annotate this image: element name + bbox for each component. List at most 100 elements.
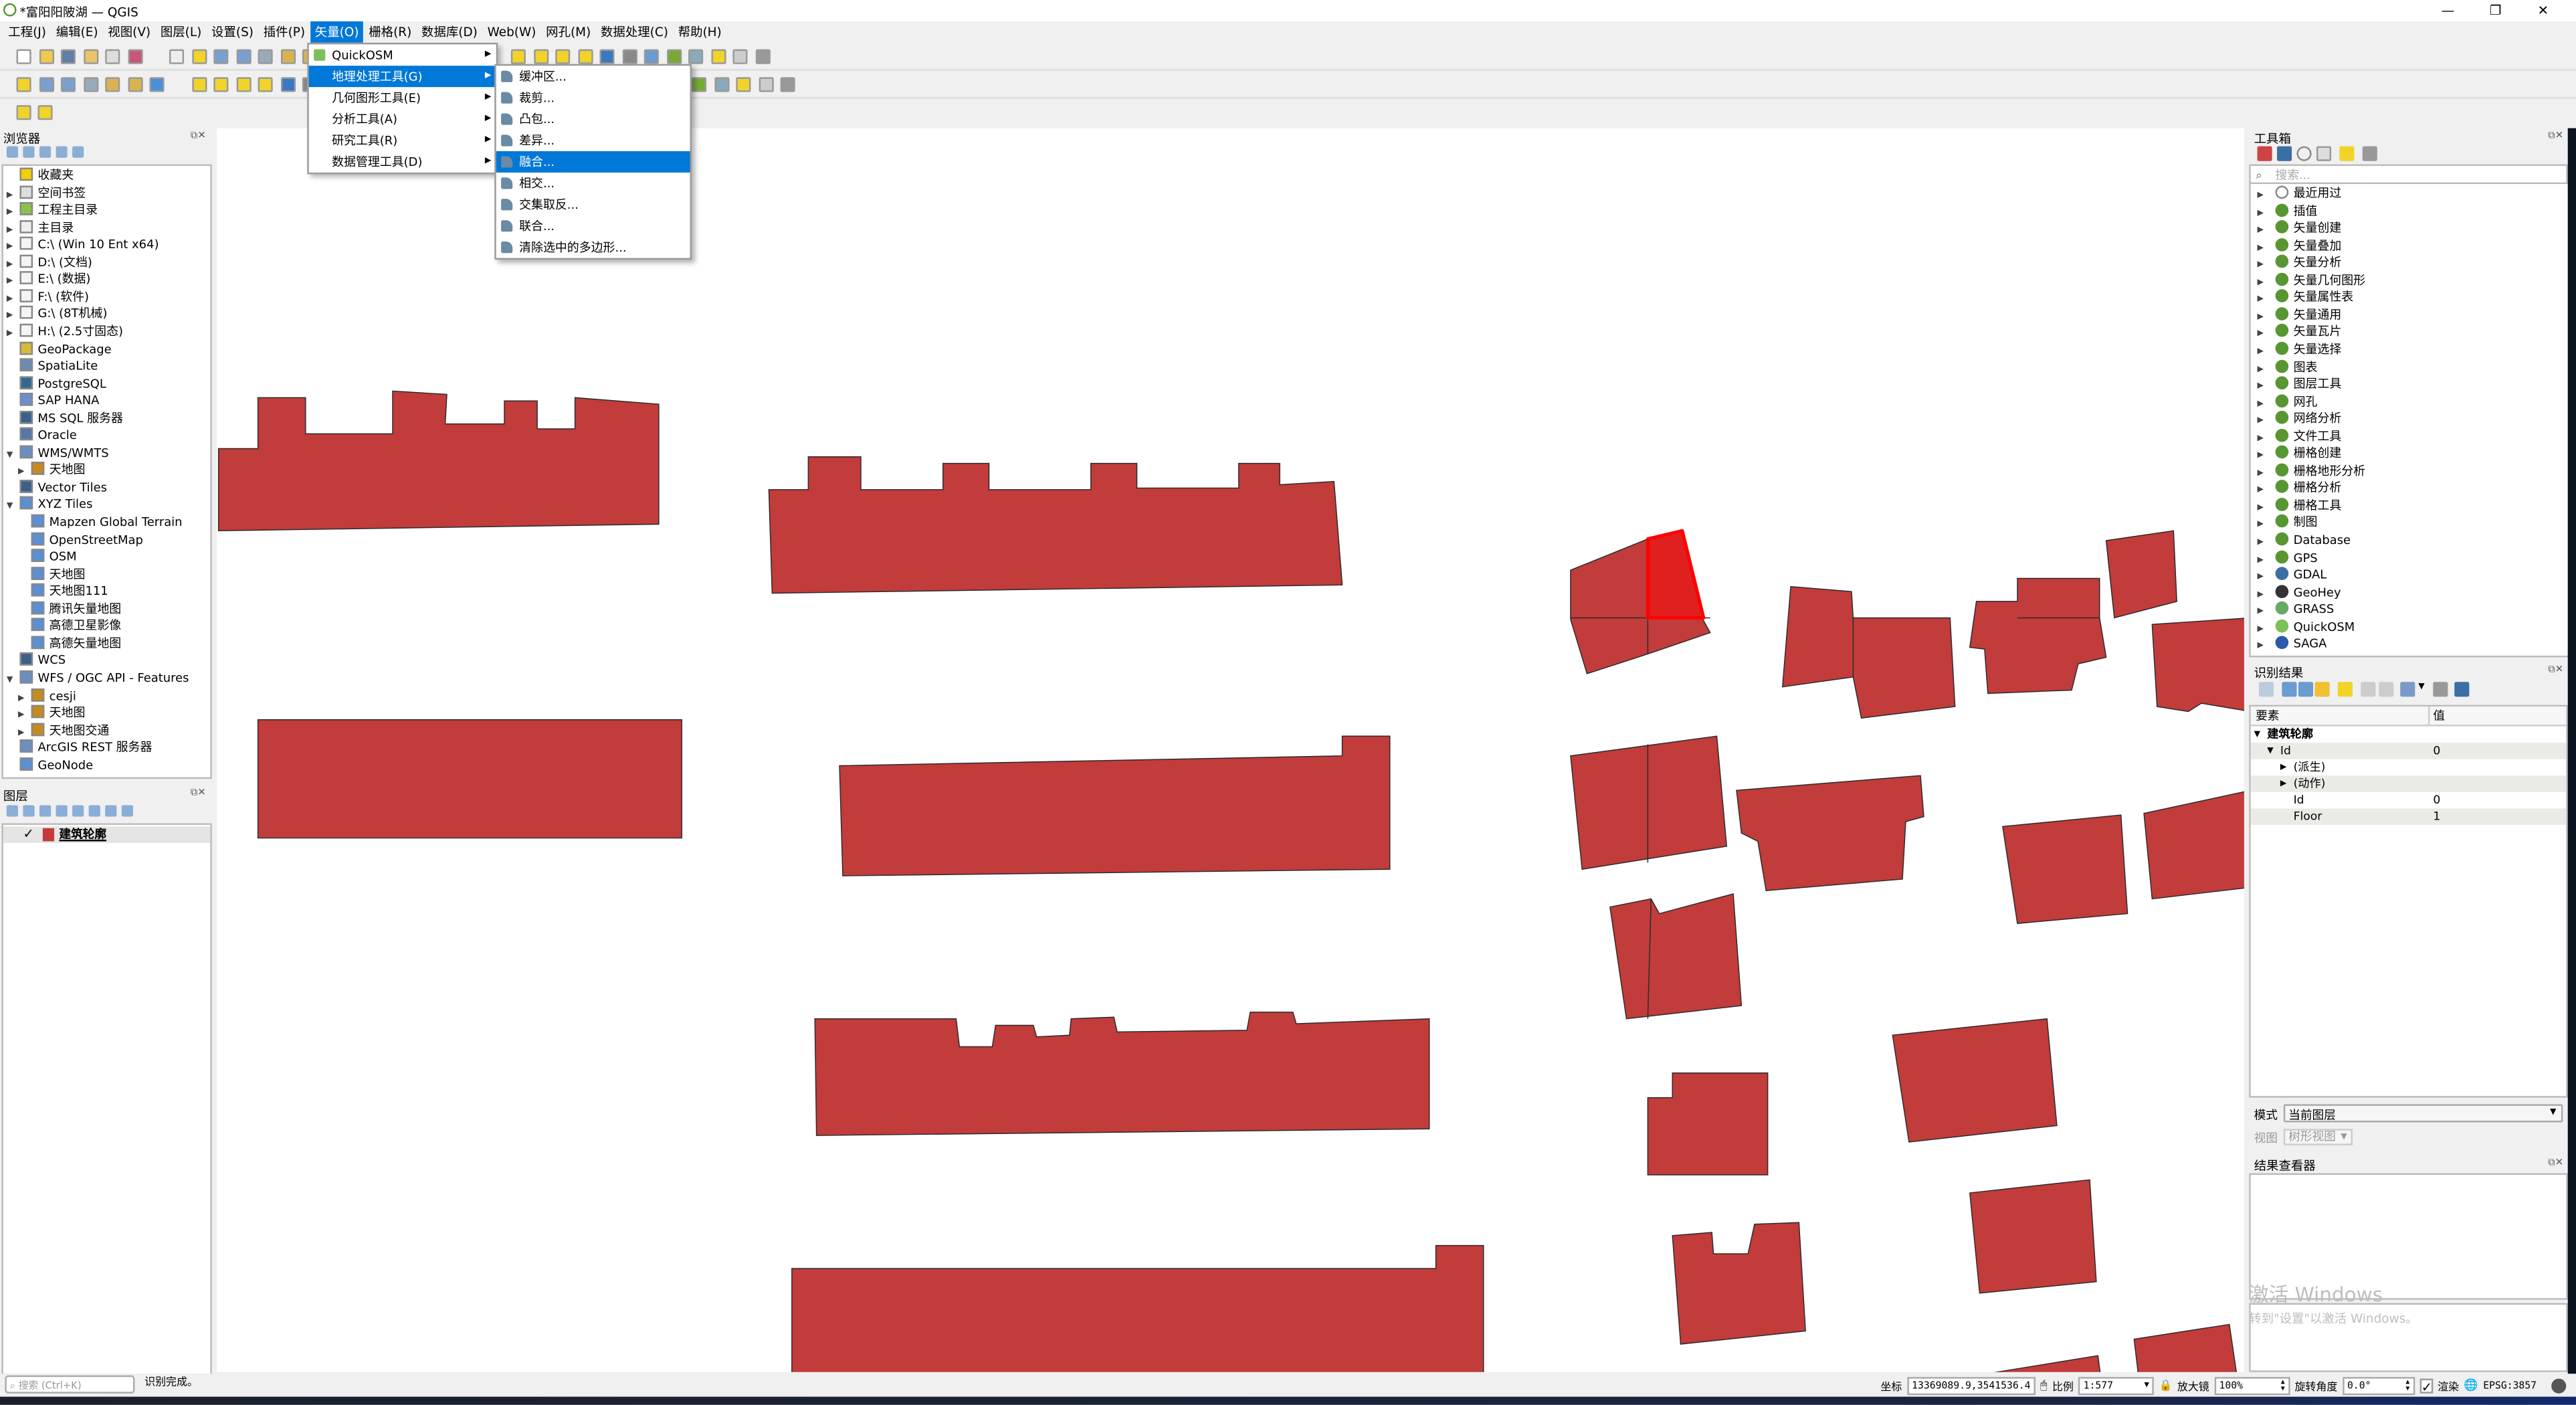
building-polygon[interactable] bbox=[791, 1244, 1484, 1381]
select-features-icon[interactable] bbox=[510, 49, 526, 64]
building-polygon[interactable] bbox=[1947, 1355, 2102, 1381]
building-polygon[interactable] bbox=[768, 456, 1343, 594]
building-polygon[interactable] bbox=[1969, 1179, 2097, 1294]
browser-item[interactable]: 高德卫星影像 bbox=[18, 618, 121, 636]
pan-icon[interactable] bbox=[169, 49, 185, 64]
messages-icon[interactable] bbox=[2551, 1378, 2567, 1393]
refresh-icon[interactable] bbox=[23, 146, 35, 158]
menu-1[interactable]: 编辑(E) bbox=[56, 24, 98, 39]
toolbox-item[interactable]: ▶ 网孔 bbox=[2258, 393, 2317, 411]
expander-right-icon[interactable]: ▶ bbox=[2257, 433, 2264, 444]
toolbox-item[interactable]: ▶ 矢量通用 bbox=[2257, 306, 2341, 324]
locator-search-input[interactable]: ⌕ 搜索 (Ctrl+K) bbox=[5, 1375, 135, 1394]
browser-item[interactable]: ▶ cesji bbox=[18, 687, 76, 705]
toggle-extents-icon[interactable]: 🖱 bbox=[2040, 1378, 2048, 1392]
save-as-icon[interactable] bbox=[83, 49, 98, 64]
models-icon[interactable] bbox=[2257, 146, 2272, 161]
menu-9[interactable]: Web(W) bbox=[487, 24, 536, 39]
expander-down-icon[interactable]: ▼ bbox=[6, 502, 13, 512]
expander-right-icon[interactable]: ▶ bbox=[2257, 606, 2264, 617]
add-polygon-icon[interactable] bbox=[280, 77, 295, 92]
annotation-icon[interactable] bbox=[732, 49, 748, 64]
attribute-table-icon[interactable] bbox=[621, 49, 637, 64]
history-icon[interactable] bbox=[2296, 146, 2312, 161]
toolbox-item[interactable]: ▶ QuickOSM bbox=[2258, 619, 2355, 636]
identify-row[interactable]: ▶ (派生) bbox=[2251, 759, 2567, 776]
menu-0[interactable]: 工程(J) bbox=[8, 24, 46, 39]
browser-item[interactable]: ▼ XYZ Tiles bbox=[6, 496, 92, 514]
toolbox-item[interactable]: ▶ 栅格创建 bbox=[2258, 446, 2341, 463]
book-icon[interactable] bbox=[780, 77, 795, 92]
expander-right-icon[interactable]: ▶ bbox=[2257, 641, 2264, 652]
expander-right-icon[interactable]: ▶ bbox=[2257, 207, 2264, 218]
toolbox-item[interactable]: ▶ 插值 bbox=[2257, 203, 2317, 220]
zoom-out-icon[interactable] bbox=[235, 49, 251, 64]
expander-right-icon[interactable]: ▶ bbox=[2257, 589, 2264, 599]
building-polygon[interactable] bbox=[839, 735, 1391, 876]
toolbox-item[interactable]: ▶ 矢量叠加 bbox=[2258, 238, 2341, 255]
expand-tree-icon[interactable] bbox=[2259, 682, 2274, 697]
toolbox-item[interactable]: ▶ 矢量几何图形 bbox=[2258, 272, 2365, 290]
building-polygon[interactable] bbox=[1969, 577, 2107, 694]
expander-right-icon[interactable]: ▶ bbox=[6, 311, 13, 321]
building-polygon[interactable] bbox=[1647, 1072, 1769, 1176]
current-edits-icon[interactable] bbox=[191, 77, 207, 92]
view-select[interactable]: 树形视图 ▼ bbox=[2283, 1129, 2353, 1145]
identify-settings-icon[interactable] bbox=[2433, 682, 2448, 697]
expander-right-icon[interactable]: ▶ bbox=[6, 329, 13, 339]
building-polygon[interactable] bbox=[814, 1012, 1430, 1136]
geoprocessing-menu-item[interactable]: 清除选中的多边形... bbox=[496, 237, 690, 258]
expander-right-icon[interactable]: ▶ bbox=[2257, 190, 2264, 201]
style-icon[interactable] bbox=[6, 805, 19, 817]
minimize-button[interactable]: — bbox=[2441, 3, 2455, 19]
vector-menu-item[interactable]: QuickOSM ▶ bbox=[309, 44, 496, 66]
browser-item[interactable]: ▶ 空间书签 bbox=[7, 185, 86, 202]
building-polygon[interactable] bbox=[217, 390, 660, 532]
building-polygon[interactable] bbox=[257, 719, 682, 839]
expander-right-icon[interactable]: ▶ bbox=[2257, 415, 2264, 426]
browser-item[interactable]: Vector Tiles bbox=[7, 479, 107, 497]
layer-visibility-checkbox[interactable]: ✓ bbox=[23, 826, 34, 842]
toolbox-item[interactable]: ▶ 制图 bbox=[2257, 514, 2317, 533]
add-selected-icon[interactable] bbox=[6, 146, 19, 158]
expander-right-icon[interactable]: ▶ bbox=[2257, 485, 2264, 496]
select-location-icon[interactable] bbox=[577, 49, 593, 64]
expander-right-icon[interactable]: ▶ bbox=[6, 189, 13, 200]
browser-item[interactable]: ▶ 天地图 bbox=[18, 705, 85, 723]
expander-right-icon[interactable]: ▶ bbox=[2257, 571, 2264, 582]
toggle-editing-icon[interactable] bbox=[213, 77, 229, 92]
settings-icon[interactable] bbox=[755, 49, 770, 64]
menu-4[interactable]: 设置(S) bbox=[211, 24, 254, 39]
toolbox-item[interactable]: ▶ GDAL bbox=[2257, 567, 2326, 585]
save-project-icon[interactable] bbox=[60, 49, 76, 64]
rotation-spinbox[interactable]: 0.0° ▲ ▼ bbox=[2342, 1376, 2415, 1394]
mode-select[interactable]: 当前图层 ▼ bbox=[2283, 1104, 2563, 1123]
print-layout-icon[interactable] bbox=[105, 49, 120, 64]
collapse-icon[interactable] bbox=[105, 805, 117, 817]
browser-dock-buttons[interactable]: ⧉✕ bbox=[190, 130, 206, 142]
result-viewer-dock-buttons[interactable]: ⧉✕ bbox=[2548, 1157, 2564, 1169]
sum-icon[interactable] bbox=[666, 49, 682, 64]
building-polygon[interactable] bbox=[2133, 1323, 2238, 1381]
browser-item[interactable]: 天地图 bbox=[18, 566, 85, 583]
select-by-value-icon[interactable] bbox=[532, 49, 549, 64]
zoom-full-icon[interactable] bbox=[258, 49, 273, 64]
geoprocessing-menu-item[interactable]: 缓冲区... bbox=[496, 66, 690, 87]
expand-icon[interactable] bbox=[88, 805, 100, 817]
new-mesh-icon[interactable] bbox=[127, 77, 142, 92]
expander-right-icon[interactable]: ▶ bbox=[2257, 312, 2264, 322]
browser-item[interactable]: 腾讯矢量地图 bbox=[18, 601, 121, 618]
vector-menu-item[interactable]: 几何图形工具(E) ▶ bbox=[309, 87, 496, 108]
toolbox-item[interactable]: ▶ 网络分析 bbox=[2257, 411, 2341, 428]
browser-item[interactable]: OpenStreetMap bbox=[18, 531, 143, 549]
measure-icon[interactable] bbox=[688, 49, 704, 64]
new-spatialite-icon[interactable] bbox=[83, 77, 98, 92]
expander-right-icon[interactable]: ▶ bbox=[2257, 520, 2264, 530]
expander-down-icon[interactable]: ▼ bbox=[2267, 746, 2274, 756]
map-svg[interactable] bbox=[217, 128, 2252, 1381]
toolbox-item[interactable]: ▶ GeoHey bbox=[2258, 584, 2341, 601]
crs-button[interactable]: EPSG:3857 bbox=[2483, 1379, 2537, 1392]
building-polygon[interactable] bbox=[1570, 735, 1728, 870]
menu-10[interactable]: 网孔(M) bbox=[546, 24, 591, 39]
map-tips-icon[interactable] bbox=[710, 49, 726, 64]
